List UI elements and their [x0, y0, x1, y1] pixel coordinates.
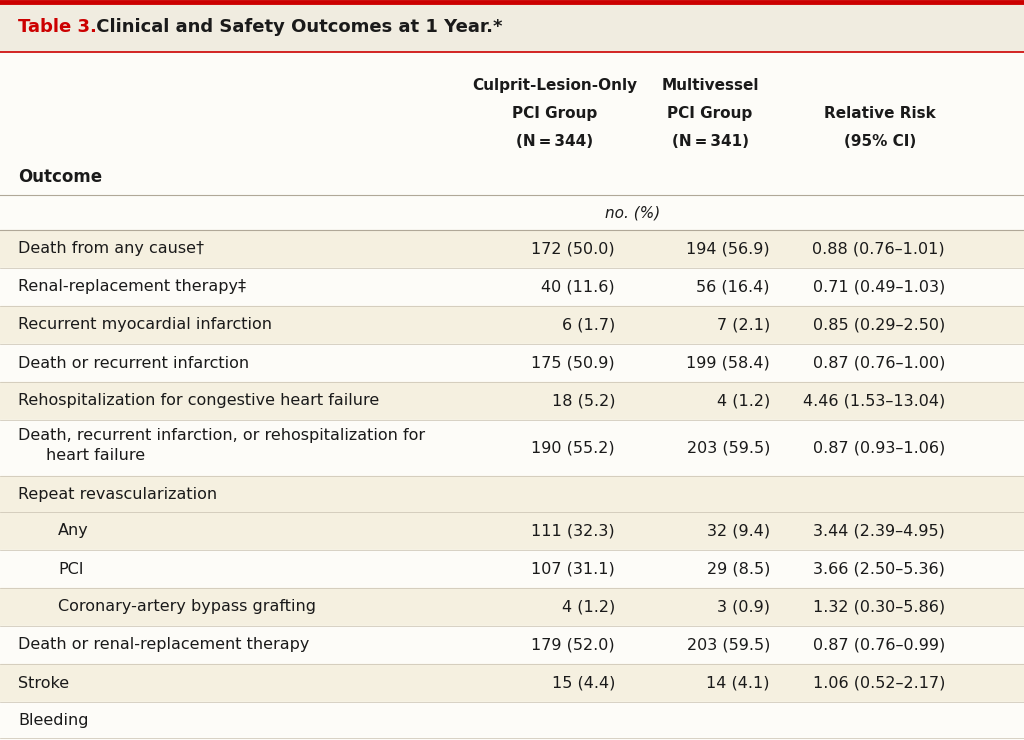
Text: 194 (56.9): 194 (56.9) — [686, 241, 770, 257]
Text: 56 (16.4): 56 (16.4) — [696, 280, 770, 295]
Text: 0.87 (0.76–0.99): 0.87 (0.76–0.99) — [813, 637, 945, 653]
Text: 0.71 (0.49–1.03): 0.71 (0.49–1.03) — [813, 280, 945, 295]
Text: 3.44 (2.39–4.95): 3.44 (2.39–4.95) — [813, 523, 945, 539]
Text: Death, recurrent infarction, or rehospitalization for: Death, recurrent infarction, or rehospit… — [18, 428, 425, 443]
Text: Any: Any — [58, 523, 89, 539]
Text: 190 (55.2): 190 (55.2) — [531, 440, 615, 456]
Text: Rehospitalization for congestive heart failure: Rehospitalization for congestive heart f… — [18, 394, 379, 408]
Bar — [0, 588, 1024, 626]
Text: heart failure: heart failure — [46, 448, 145, 463]
Bar — [0, 382, 1024, 420]
Text: Outcome: Outcome — [18, 168, 102, 186]
Text: Relative Risk: Relative Risk — [824, 106, 936, 121]
Text: 0.85 (0.29–2.50): 0.85 (0.29–2.50) — [813, 317, 945, 332]
Text: Recurrent myocardial infarction: Recurrent myocardial infarction — [18, 317, 272, 332]
Text: 3.66 (2.50–5.36): 3.66 (2.50–5.36) — [813, 562, 945, 576]
Bar — [0, 420, 1024, 476]
Text: 0.87 (0.93–1.06): 0.87 (0.93–1.06) — [813, 440, 945, 456]
Text: (95% CI): (95% CI) — [844, 134, 916, 149]
Text: 4 (1.2): 4 (1.2) — [562, 599, 615, 614]
Bar — [0, 0, 1024, 52]
Text: (N = 341): (N = 341) — [672, 134, 749, 149]
Text: Table 3.: Table 3. — [18, 18, 97, 36]
Text: 7 (2.1): 7 (2.1) — [717, 317, 770, 332]
Text: Renal-replacement therapy‡: Renal-replacement therapy‡ — [18, 280, 246, 295]
Bar — [0, 512, 1024, 550]
Text: 179 (52.0): 179 (52.0) — [531, 637, 615, 653]
Text: Coronary-artery bypass grafting: Coronary-artery bypass grafting — [58, 599, 316, 614]
Text: Death or recurrent infarction: Death or recurrent infarction — [18, 355, 249, 371]
Text: PCI: PCI — [58, 562, 84, 576]
Text: no. (%): no. (%) — [605, 205, 660, 220]
Bar — [0, 476, 1024, 512]
Text: 40 (11.6): 40 (11.6) — [542, 280, 615, 295]
Bar — [0, 230, 1024, 268]
Text: Culprit-Lesion-Only: Culprit-Lesion-Only — [472, 78, 638, 93]
Text: 111 (32.3): 111 (32.3) — [531, 523, 615, 539]
Bar — [0, 268, 1024, 306]
Text: Death from any cause†: Death from any cause† — [18, 241, 204, 257]
Text: Stroke: Stroke — [18, 676, 70, 690]
Text: PCI Group: PCI Group — [668, 106, 753, 121]
Bar — [0, 550, 1024, 588]
Text: PCI Group: PCI Group — [512, 106, 598, 121]
Text: Clinical and Safety Outcomes at 1 Year.*: Clinical and Safety Outcomes at 1 Year.* — [90, 18, 503, 36]
Text: 1.32 (0.30–5.86): 1.32 (0.30–5.86) — [813, 599, 945, 614]
Text: 14 (4.1): 14 (4.1) — [707, 676, 770, 690]
Text: 32 (9.4): 32 (9.4) — [707, 523, 770, 539]
Bar — [0, 738, 1024, 740]
Text: 107 (31.1): 107 (31.1) — [531, 562, 615, 576]
Text: 172 (50.0): 172 (50.0) — [531, 241, 615, 257]
Bar — [0, 702, 1024, 738]
Text: Repeat revascularization: Repeat revascularization — [18, 486, 217, 502]
Text: 0.88 (0.76–1.01): 0.88 (0.76–1.01) — [812, 241, 945, 257]
Text: 3 (0.9): 3 (0.9) — [717, 599, 770, 614]
Text: 1.06 (0.52–2.17): 1.06 (0.52–2.17) — [813, 676, 945, 690]
Bar — [0, 626, 1024, 664]
Text: Bleeding: Bleeding — [18, 713, 88, 727]
Bar — [0, 344, 1024, 382]
Text: 6 (1.7): 6 (1.7) — [562, 317, 615, 332]
Bar — [0, 306, 1024, 344]
Bar — [0, 195, 1024, 230]
Text: 18 (5.2): 18 (5.2) — [552, 394, 615, 408]
Text: 15 (4.4): 15 (4.4) — [552, 676, 615, 690]
Text: 203 (59.5): 203 (59.5) — [687, 637, 770, 653]
Text: 199 (58.4): 199 (58.4) — [686, 355, 770, 371]
Bar — [0, 52, 1024, 195]
Text: (N = 344): (N = 344) — [516, 134, 594, 149]
Text: 175 (50.9): 175 (50.9) — [531, 355, 615, 371]
Text: 29 (8.5): 29 (8.5) — [707, 562, 770, 576]
Text: 0.87 (0.76–1.00): 0.87 (0.76–1.00) — [813, 355, 945, 371]
Text: 4.46 (1.53–13.04): 4.46 (1.53–13.04) — [803, 394, 945, 408]
Text: Multivessel: Multivessel — [662, 78, 759, 93]
Bar — [0, 664, 1024, 702]
Text: 203 (59.5): 203 (59.5) — [687, 440, 770, 456]
Text: Death or renal-replacement therapy: Death or renal-replacement therapy — [18, 637, 309, 653]
Text: 4 (1.2): 4 (1.2) — [717, 394, 770, 408]
